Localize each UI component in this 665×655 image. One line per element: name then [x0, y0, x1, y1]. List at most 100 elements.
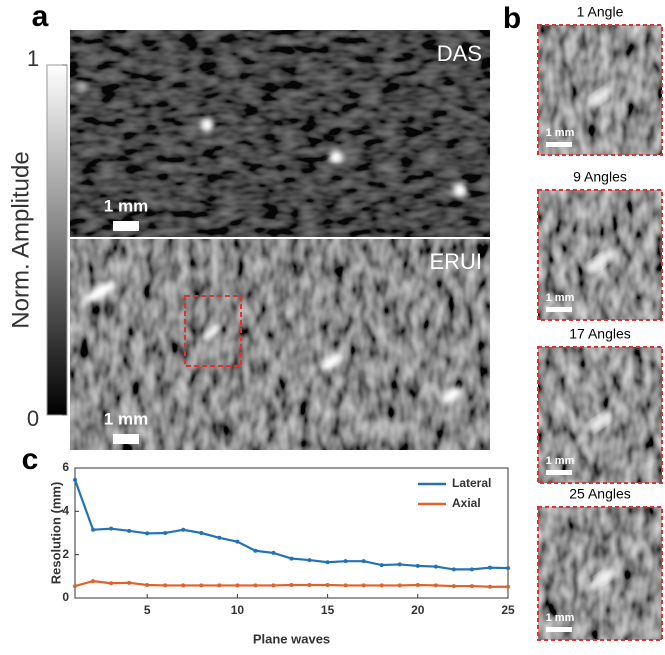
point	[235, 539, 240, 544]
point	[73, 477, 77, 482]
x-tick-label: 25	[501, 603, 515, 617]
scale-bar-label: 1 mm	[546, 455, 575, 467]
x-tick-label: 10	[231, 603, 245, 617]
colorbar-title: Norm. Amplitude	[7, 151, 34, 328]
y-tick-label: 2	[62, 547, 69, 561]
bright-spot	[586, 411, 614, 433]
panel-label: c	[22, 443, 39, 476]
image-border	[537, 506, 663, 641]
panel-label: a	[32, 0, 49, 33]
legend-label: Lateral	[452, 476, 491, 490]
image-title: ERUI	[429, 249, 482, 274]
panel-label: b	[503, 2, 521, 35]
point	[181, 527, 186, 532]
colorbar	[46, 64, 68, 416]
point	[271, 583, 276, 588]
point	[235, 583, 240, 588]
y-tick-label: 0	[62, 590, 69, 604]
point	[307, 583, 312, 587]
colorbar-tick-label: 1	[27, 46, 39, 71]
zoom-box	[184, 295, 242, 367]
bright-spot	[586, 569, 614, 591]
point	[109, 581, 114, 586]
point	[217, 583, 222, 588]
point	[415, 583, 420, 587]
point	[469, 567, 474, 572]
x-tick-label: 5	[144, 603, 151, 617]
scale-bar	[546, 627, 572, 632]
bright-spots	[77, 83, 467, 404]
point	[91, 527, 96, 532]
scale-bar-label: 1 mm	[104, 196, 148, 215]
image-title: 1 Angle	[577, 4, 624, 20]
point	[307, 558, 312, 563]
x-tick-label: 20	[411, 603, 425, 617]
point	[433, 564, 438, 569]
point	[145, 583, 150, 587]
point	[361, 559, 366, 564]
point	[469, 584, 474, 589]
point	[199, 531, 204, 535]
series-line	[73, 479, 509, 571]
point	[506, 584, 510, 589]
image-erui	[70, 239, 490, 450]
point	[487, 565, 492, 570]
scale-bar-label: 1 mm	[546, 127, 575, 139]
point	[506, 566, 510, 571]
scale-bar	[546, 307, 572, 312]
bright-spot	[586, 251, 614, 272]
image-title: 17 Angles	[569, 326, 631, 342]
point	[361, 583, 366, 588]
point	[325, 583, 330, 587]
image-border	[537, 24, 663, 156]
scale-bar-label: 1 mm	[546, 612, 575, 624]
scale-bar	[113, 434, 139, 444]
point	[181, 583, 186, 588]
point	[127, 528, 132, 533]
image-border	[537, 189, 663, 321]
y-axis-title: Resolution (mm)	[48, 482, 63, 585]
y-tick-label: 6	[62, 460, 69, 474]
y-tick-label: 4	[62, 504, 69, 518]
point	[487, 584, 492, 589]
scale-bar	[546, 142, 572, 147]
point	[199, 583, 204, 588]
plot-frame	[74, 467, 509, 599]
image-title: 9 Angles	[573, 169, 627, 185]
image-title: 25 Angles	[569, 486, 631, 502]
colorbar-tick-label: 0	[27, 406, 39, 431]
point	[127, 580, 132, 585]
point	[397, 583, 402, 588]
x-axis-title: Plane waves	[253, 631, 330, 646]
image-das	[70, 30, 490, 237]
point	[415, 563, 420, 568]
point	[91, 579, 96, 584]
point	[145, 531, 150, 536]
scale-bar	[546, 470, 572, 475]
point	[397, 562, 402, 567]
bright-spot	[586, 86, 614, 107]
x-tick-label: 15	[321, 603, 335, 617]
point	[163, 531, 168, 535]
point	[289, 583, 294, 587]
point	[343, 583, 348, 588]
legend-label: Axial	[452, 496, 481, 510]
image-title: DAS	[437, 41, 482, 66]
image-border	[537, 346, 663, 484]
scale-bar-label: 1 mm	[104, 409, 148, 428]
scale-bar-label: 1 mm	[546, 292, 575, 304]
point	[379, 583, 384, 588]
point	[343, 559, 348, 564]
point	[451, 584, 456, 589]
point	[163, 583, 168, 588]
point	[451, 567, 456, 572]
point	[217, 535, 222, 540]
scale-bar	[113, 221, 139, 231]
point	[109, 526, 114, 531]
point	[433, 583, 438, 588]
point	[271, 550, 276, 555]
point	[289, 556, 294, 561]
point	[253, 583, 258, 588]
point	[253, 548, 258, 553]
